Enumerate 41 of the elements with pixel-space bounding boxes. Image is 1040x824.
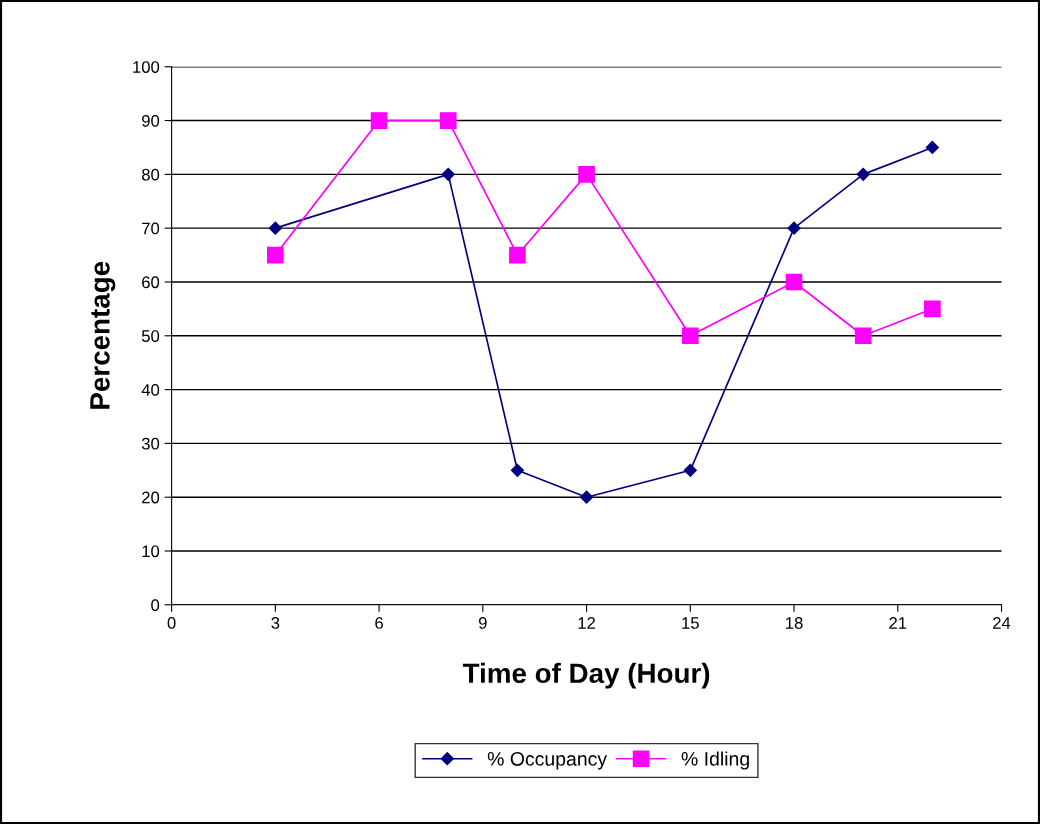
y-tick-label: 60 — [142, 276, 160, 289]
x-tick-label: 3 — [271, 617, 280, 629]
x-tick-label: 15 — [682, 617, 699, 629]
point — [370, 112, 388, 129]
x-tick-label: 12 — [578, 617, 595, 629]
point — [267, 246, 284, 264]
y-tick-label: 40 — [141, 383, 160, 396]
point — [924, 300, 941, 318]
legend-label: % Occupancy — [487, 751, 608, 770]
point — [578, 166, 595, 183]
y-tick-label: 80 — [141, 168, 160, 181]
y-tick-label: 20 — [142, 491, 160, 504]
x-tick-label: 6 — [375, 617, 383, 629]
x-tick-label: 24 — [993, 617, 1011, 629]
x-tick-label: 0 — [167, 617, 176, 629]
y-tick-label: 30 — [141, 437, 160, 450]
point — [579, 490, 594, 504]
point — [441, 167, 455, 181]
y-tick-label: 50 — [141, 330, 160, 342]
x-tick-label: 9 — [478, 617, 487, 629]
legend-label: % Idling — [681, 751, 749, 770]
y-axis-title: Percentage — [90, 261, 116, 409]
x-tick-label: 18 — [786, 617, 803, 629]
x-tick-label: 21 — [889, 617, 907, 629]
point — [856, 167, 870, 181]
y-tick-label: 10 — [142, 545, 160, 558]
y-tick-label: 100 — [133, 61, 160, 73]
point — [509, 246, 526, 264]
point — [681, 327, 699, 345]
point — [785, 273, 803, 291]
y-tick-label: 70 — [142, 222, 160, 235]
y-tick-label: 0 — [151, 599, 160, 612]
point — [683, 463, 697, 477]
y-tick-label: 90 — [142, 114, 160, 127]
x-axis-title: Time of Day (Hour) — [462, 662, 710, 689]
point — [787, 221, 801, 235]
point — [854, 327, 872, 345]
point — [925, 140, 939, 155]
point — [268, 221, 282, 235]
point — [510, 463, 524, 477]
point — [439, 112, 457, 129]
